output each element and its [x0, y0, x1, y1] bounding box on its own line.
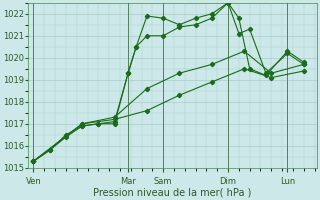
X-axis label: Pression niveau de la mer( hPa ): Pression niveau de la mer( hPa ) [93, 187, 252, 197]
